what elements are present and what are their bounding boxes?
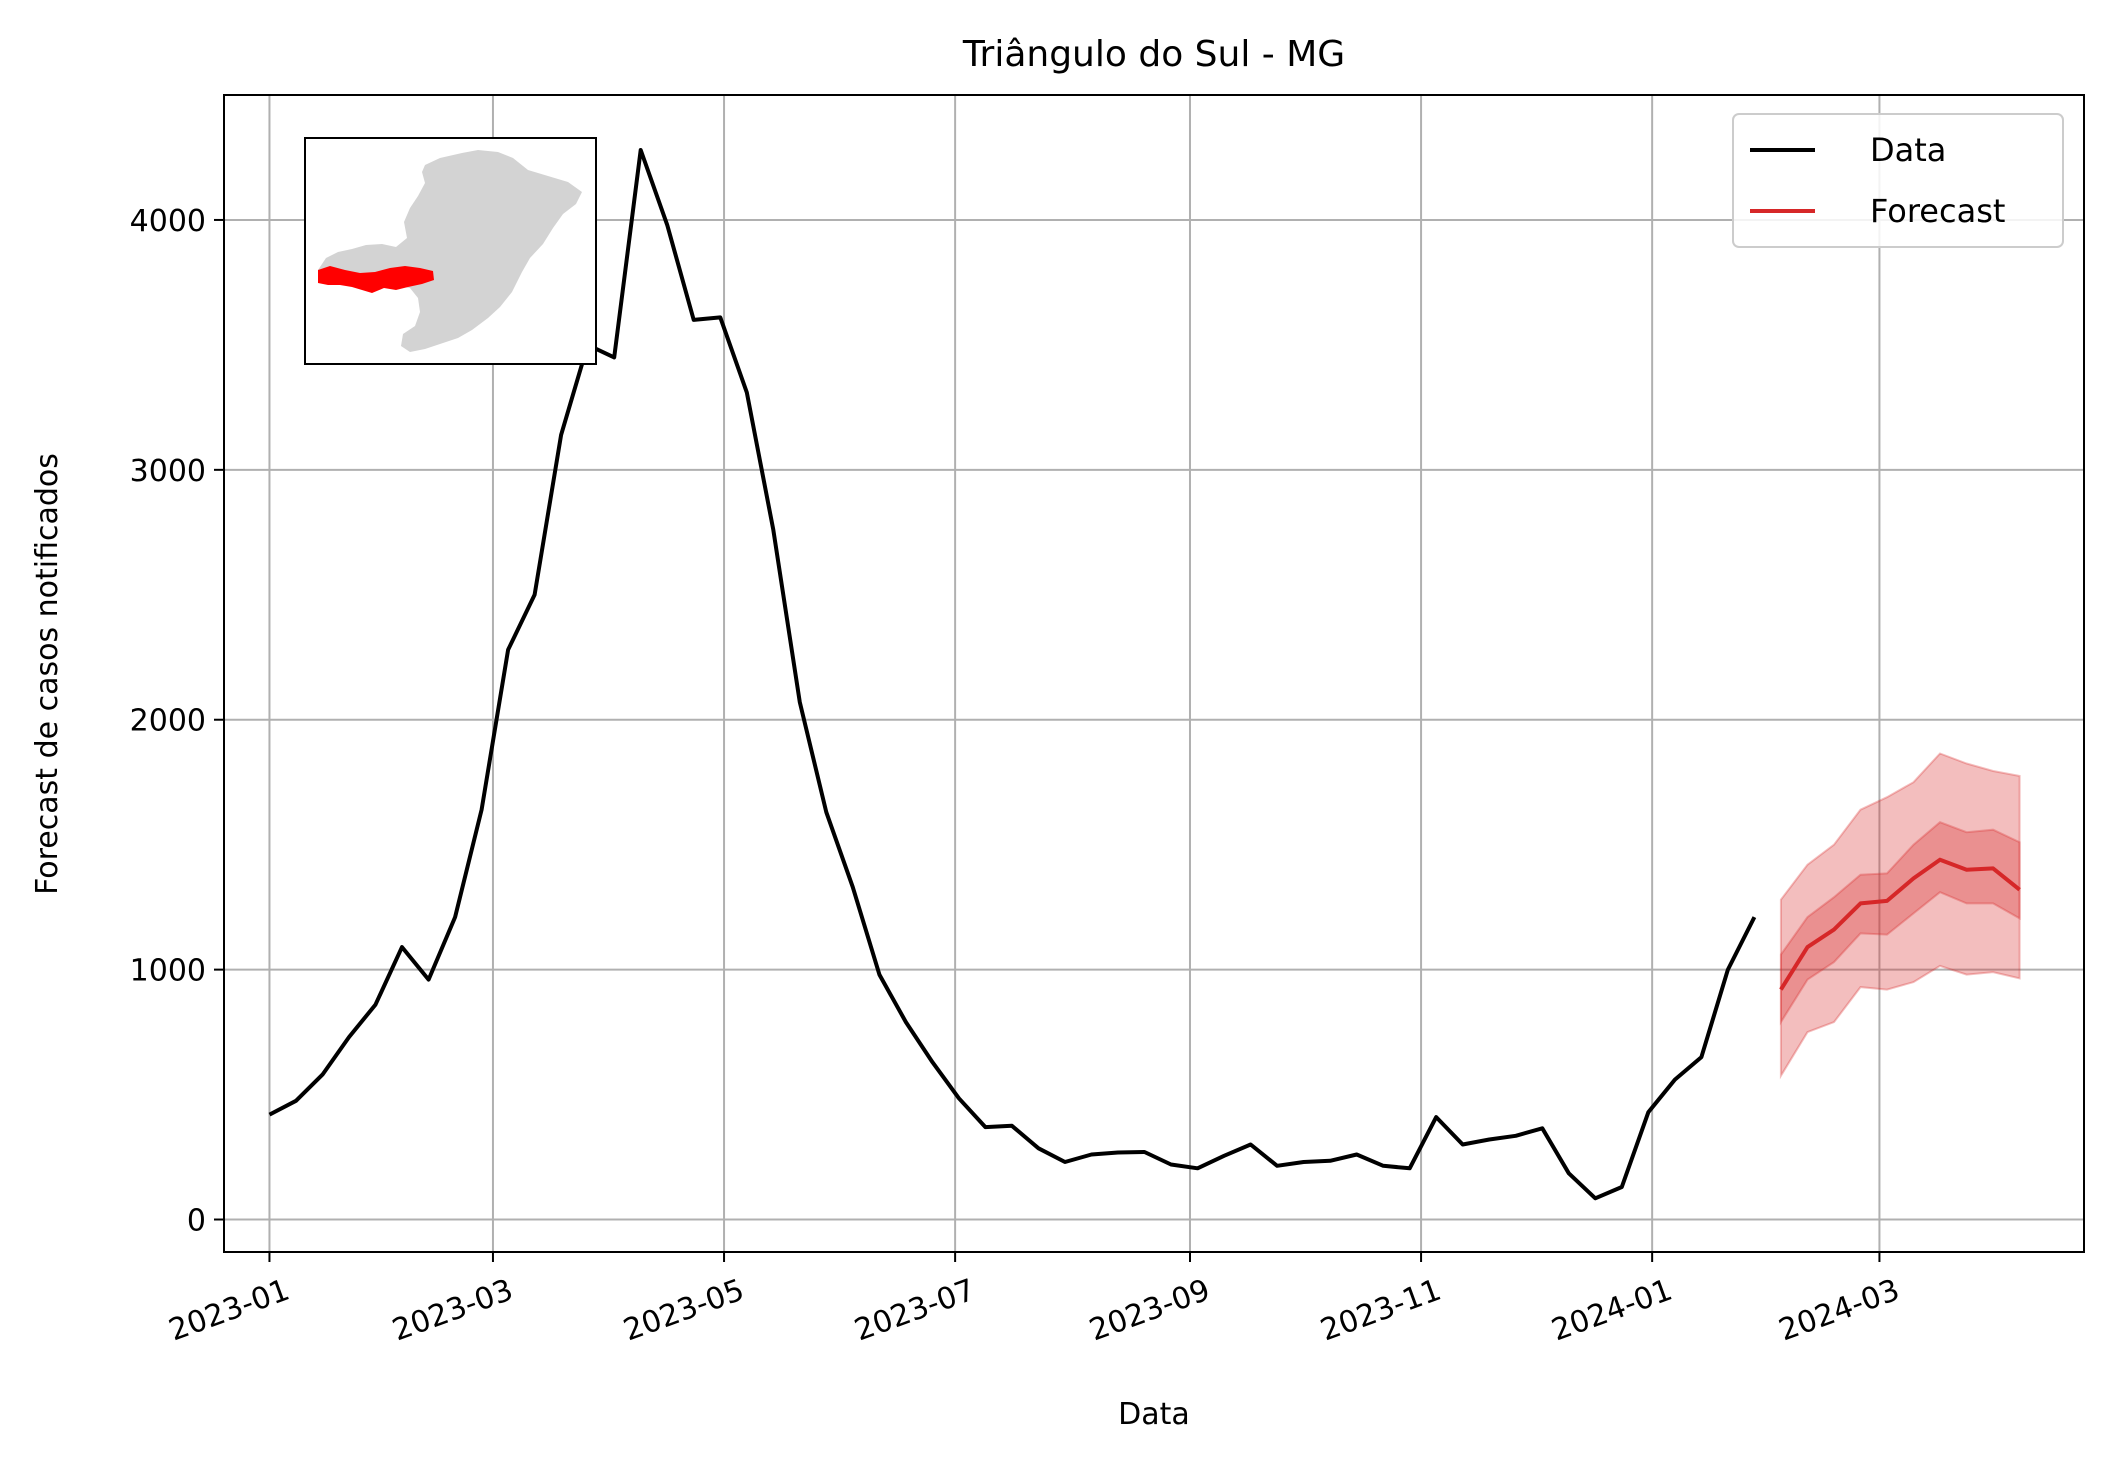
highlighted-region (318, 266, 434, 293)
series-lines (268, 148, 2021, 1201)
inset-map (304, 137, 597, 365)
legend-frame (1732, 113, 2064, 248)
grid (224, 95, 2084, 1252)
y-axis: 0 1000 2000 3000 4000 (130, 204, 224, 1239)
forecast-bands (1779, 752, 2021, 1080)
data-series-line (268, 148, 1757, 1201)
legend: Data Forecast (1732, 113, 2064, 248)
y-tick-label: 4000 (130, 204, 206, 239)
legend-label-data: Data (1870, 131, 1946, 169)
forecast-band-inner (1779, 821, 2021, 1026)
state-shape (318, 150, 582, 352)
x-axis-title: Data (1118, 1397, 1190, 1432)
forecast-series-line (1779, 857, 2021, 991)
y-tick-label: 0 (187, 1204, 206, 1239)
y-tick-label: 2000 (130, 704, 206, 739)
chart-title: Triângulo do Sul - MG (962, 34, 1345, 75)
y-axis-title: Forecast de casos notificados (30, 453, 65, 895)
forecast-band-outer (1779, 752, 2021, 1080)
legend-label-forecast: Forecast (1870, 192, 2005, 230)
y-tick-label: 3000 (130, 454, 206, 489)
plot-frame (223, 94, 2085, 1253)
y-tick-label: 1000 (130, 954, 206, 989)
